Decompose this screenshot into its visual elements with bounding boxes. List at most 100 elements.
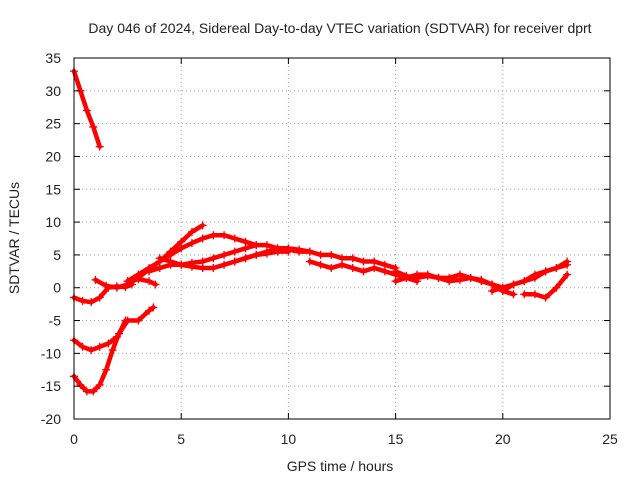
y-tick-label: 0 (53, 280, 61, 296)
data-point (252, 250, 261, 259)
data-point (241, 254, 250, 263)
data-point (123, 277, 132, 286)
data-point (466, 273, 475, 282)
data-point (220, 260, 229, 269)
data-point (477, 275, 486, 284)
x-tick-label: 25 (602, 431, 618, 447)
data-point (78, 296, 87, 305)
data-point (284, 244, 293, 253)
data-point (95, 380, 104, 389)
data-point (305, 257, 314, 266)
data-point (76, 380, 85, 389)
y-tick-label: 10 (45, 214, 61, 230)
data-point (520, 277, 529, 286)
y-tick-label: -5 (49, 313, 62, 329)
data-point (82, 106, 91, 115)
series-line (125, 276, 158, 287)
data-point (112, 283, 121, 292)
data-point (209, 264, 218, 273)
y-tick-label: 30 (45, 83, 61, 99)
chart-title: Day 046 of 2024, Sidereal Day-to-day VTE… (88, 20, 591, 36)
data-point (102, 365, 111, 374)
data-point (445, 277, 454, 286)
data-point (187, 227, 196, 236)
data-point (530, 273, 539, 282)
series-line (71, 305, 156, 353)
grid-lines (74, 58, 610, 419)
data-point (423, 271, 432, 280)
y-tick-label: -10 (41, 345, 61, 361)
data-point (145, 267, 154, 276)
series-arc-16 (520, 270, 572, 302)
data-point (209, 231, 218, 240)
data-point (391, 267, 400, 276)
data-point (198, 264, 207, 273)
data-point (316, 260, 325, 269)
data-point (102, 281, 111, 290)
data-point (252, 241, 261, 250)
y-axis-label: SDTVAR / TECUs (6, 182, 22, 294)
plot-frame (73, 57, 611, 420)
data-point (552, 283, 561, 292)
data-point (198, 221, 207, 230)
x-tick-label: 20 (495, 431, 511, 447)
data-point (359, 267, 368, 276)
data-point (230, 257, 239, 266)
series-layer (70, 67, 572, 396)
y-tick-label: 5 (53, 247, 61, 263)
data-point (305, 247, 314, 256)
data-point (402, 271, 411, 280)
data-point (121, 316, 130, 325)
data-point (509, 290, 518, 299)
data-point (87, 298, 96, 307)
data-point (89, 387, 98, 396)
series-line (71, 318, 128, 394)
series-arc-4 (70, 316, 130, 396)
data-point (95, 142, 104, 151)
series-arc-14 (488, 257, 572, 296)
data-point (370, 264, 379, 273)
x-tick-label: 15 (388, 431, 404, 447)
series-arc-10 (230, 244, 400, 273)
data-point (434, 273, 443, 282)
y-tick-label: 15 (45, 181, 61, 197)
data-point (155, 264, 164, 273)
x-axis-label: GPS time / hours (287, 458, 394, 474)
data-point (145, 306, 154, 315)
data-point (145, 277, 154, 286)
data-point (413, 273, 422, 282)
data-point (177, 244, 186, 253)
data-point (552, 264, 561, 273)
data-point (348, 264, 357, 273)
data-point (563, 260, 572, 269)
y-axis: -20 -15 -10 -5 0 5 10 15 20 25 30 35 (41, 50, 610, 427)
data-point (230, 234, 239, 243)
y-tick-label: -15 (41, 378, 61, 394)
data-point (262, 247, 271, 256)
data-point (108, 346, 117, 355)
y-tick-label: -20 (41, 411, 61, 427)
data-point (166, 257, 175, 266)
data-point (187, 239, 196, 248)
data-point (149, 303, 158, 312)
data-point (327, 264, 336, 273)
series-line (232, 246, 398, 271)
data-point (541, 293, 550, 302)
data-point (338, 260, 346, 269)
x-axis: 0 5 10 15 20 25 (70, 58, 618, 447)
data-point (455, 275, 464, 284)
data-point (520, 290, 529, 299)
series-arc-15 (498, 260, 572, 296)
data-point (563, 270, 572, 279)
x-tick-label: 0 (70, 431, 78, 447)
data-point (115, 329, 124, 338)
series-arc-1 (70, 67, 104, 151)
data-point (327, 250, 336, 259)
data-point (91, 275, 100, 284)
data-point (230, 247, 239, 256)
data-point (209, 254, 218, 263)
data-point (348, 254, 357, 263)
data-point (134, 275, 143, 284)
data-point (95, 342, 104, 351)
